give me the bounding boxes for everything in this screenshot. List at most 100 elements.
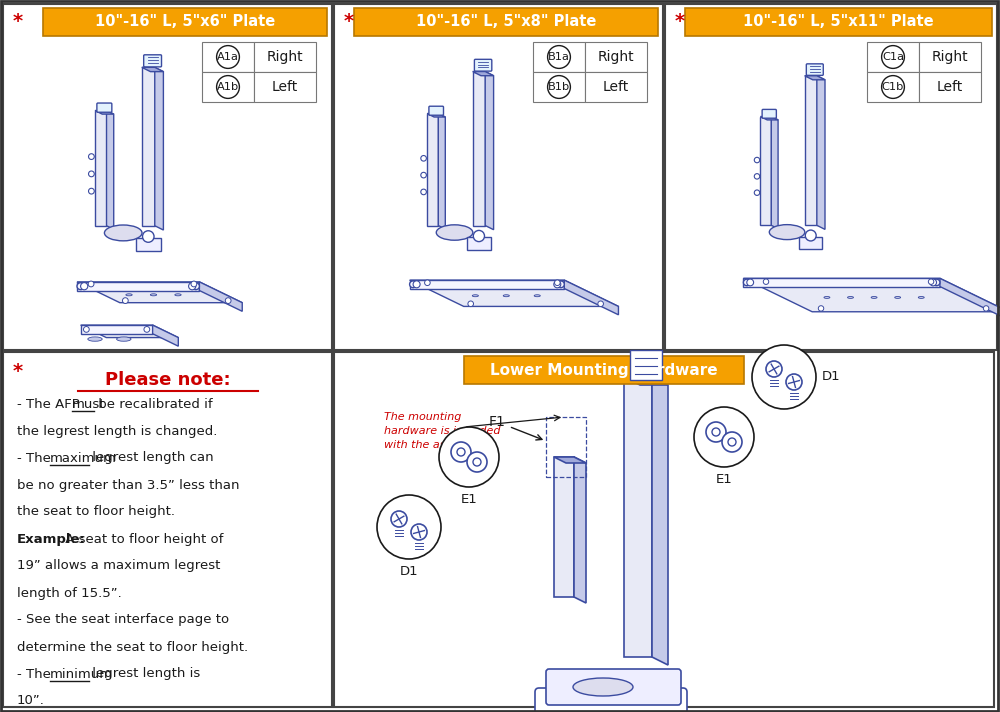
Bar	[630, 350, 662, 380]
Text: maximum: maximum	[50, 451, 117, 464]
Polygon shape	[95, 110, 107, 226]
Text: be recalibrated if: be recalibrated if	[94, 397, 213, 411]
Text: D1: D1	[400, 565, 418, 578]
Ellipse shape	[918, 296, 924, 298]
Text: 10"-16" L, 5"x8" Plate: 10"-16" L, 5"x8" Plate	[416, 14, 596, 29]
Ellipse shape	[150, 294, 157, 295]
Bar	[585, 42, 647, 72]
Text: 10"-16" L, 5"x6" Plate: 10"-16" L, 5"x6" Plate	[95, 14, 275, 29]
Circle shape	[754, 157, 760, 163]
Circle shape	[763, 279, 769, 284]
Circle shape	[217, 46, 239, 68]
Text: Lower Mounting Hardware: Lower Mounting Hardware	[490, 362, 718, 377]
Bar	[546, 417, 586, 477]
Bar	[202, 72, 254, 102]
Circle shape	[818, 305, 824, 311]
Polygon shape	[77, 282, 242, 303]
Circle shape	[421, 155, 426, 161]
Polygon shape	[760, 117, 778, 120]
Bar	[254, 42, 316, 72]
Circle shape	[89, 188, 94, 194]
Text: B1b: B1b	[548, 82, 570, 92]
Bar	[533, 42, 585, 72]
Bar	[919, 42, 981, 72]
Polygon shape	[624, 377, 652, 657]
Polygon shape	[743, 278, 940, 286]
Ellipse shape	[824, 296, 830, 298]
FancyBboxPatch shape	[762, 110, 776, 118]
Text: length of 15.5”.: length of 15.5”.	[17, 587, 122, 600]
Text: 10”.: 10”.	[17, 694, 45, 708]
Circle shape	[425, 280, 430, 286]
Ellipse shape	[175, 294, 181, 295]
Text: - The AFP: - The AFP	[17, 397, 84, 411]
Polygon shape	[771, 117, 778, 229]
Text: Left: Left	[937, 80, 963, 94]
Circle shape	[754, 190, 760, 195]
Text: Left: Left	[603, 80, 629, 94]
Bar	[202, 42, 254, 72]
Bar	[467, 237, 491, 250]
Text: *: *	[13, 362, 23, 382]
Circle shape	[786, 374, 802, 390]
Circle shape	[694, 407, 754, 467]
Ellipse shape	[410, 281, 417, 288]
Text: B1a: B1a	[548, 52, 570, 62]
Text: minimum: minimum	[50, 668, 113, 681]
Circle shape	[805, 230, 816, 241]
Circle shape	[983, 305, 989, 311]
Text: legrest length is: legrest length is	[88, 668, 201, 681]
Circle shape	[122, 298, 128, 303]
Polygon shape	[554, 457, 586, 463]
Text: 10"-16" L, 5"x11" Plate: 10"-16" L, 5"x11" Plate	[743, 14, 934, 29]
Bar	[464, 356, 744, 384]
Circle shape	[143, 231, 154, 242]
Circle shape	[548, 75, 570, 98]
Polygon shape	[81, 325, 153, 334]
Ellipse shape	[117, 337, 131, 341]
Ellipse shape	[436, 225, 473, 240]
Polygon shape	[142, 68, 155, 226]
Circle shape	[413, 281, 420, 288]
Text: be no greater than 3.5” less than: be no greater than 3.5” less than	[17, 478, 240, 491]
Circle shape	[930, 279, 937, 286]
Ellipse shape	[848, 296, 853, 298]
Bar	[354, 8, 658, 36]
Polygon shape	[473, 71, 485, 226]
Circle shape	[189, 283, 196, 290]
Circle shape	[88, 281, 94, 287]
Ellipse shape	[871, 296, 877, 298]
Text: Please note:: Please note:	[105, 371, 230, 389]
Bar	[919, 72, 981, 102]
Text: must: must	[72, 397, 106, 411]
Polygon shape	[81, 325, 178, 337]
Polygon shape	[427, 113, 445, 117]
Circle shape	[81, 283, 88, 290]
Text: E1: E1	[461, 493, 477, 506]
Circle shape	[598, 301, 603, 307]
Circle shape	[554, 281, 561, 288]
Polygon shape	[199, 282, 242, 311]
Circle shape	[882, 75, 904, 98]
Circle shape	[217, 75, 239, 98]
FancyBboxPatch shape	[97, 103, 112, 112]
Text: D1: D1	[822, 370, 841, 384]
Bar	[3, 352, 332, 707]
Ellipse shape	[933, 279, 940, 286]
Polygon shape	[77, 282, 199, 290]
Circle shape	[722, 432, 742, 452]
Text: - See the seat interface page to: - See the seat interface page to	[17, 614, 229, 627]
Polygon shape	[410, 280, 564, 288]
Ellipse shape	[503, 295, 509, 297]
Circle shape	[411, 524, 427, 540]
Ellipse shape	[104, 225, 142, 241]
Polygon shape	[155, 68, 163, 230]
Circle shape	[555, 280, 560, 286]
Text: - The: - The	[17, 668, 55, 681]
Circle shape	[144, 327, 150, 333]
Circle shape	[473, 231, 485, 241]
Circle shape	[548, 46, 570, 68]
Text: The mounting
hardware is included
with the assemblies.: The mounting hardware is included with t…	[384, 412, 501, 450]
Text: Right: Right	[267, 50, 303, 64]
Polygon shape	[410, 280, 618, 306]
